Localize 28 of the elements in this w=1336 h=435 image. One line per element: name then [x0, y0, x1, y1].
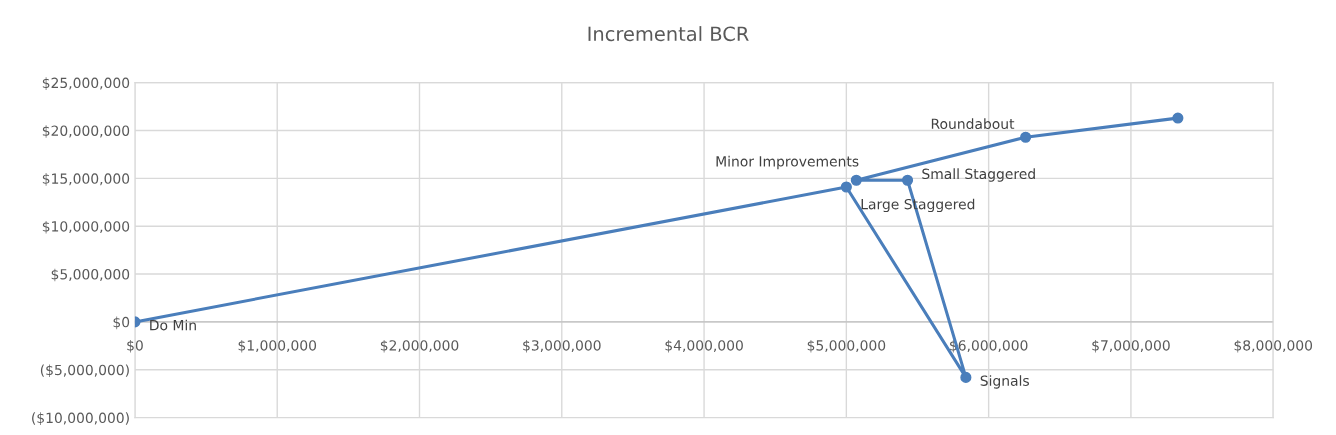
y-tick-label: ($10,000,000)	[32, 412, 129, 425]
x-tick-label: $4,000,000	[665, 339, 743, 353]
y-tick-label: $0	[113, 316, 130, 330]
x-tick-label: $2,000,000	[380, 339, 459, 353]
x-tick-label: $1,000,000	[238, 339, 317, 353]
y-tick-label: ($5,000,000)	[40, 364, 129, 378]
y-tick-label: $5,000,000	[51, 268, 130, 282]
point	[960, 371, 972, 383]
annotation: Signals	[980, 375, 1029, 389]
x-tick-label: $3,000,000	[523, 339, 601, 353]
annotation: Do Min	[150, 319, 196, 331]
annotation: Small Staggered	[922, 168, 1035, 182]
y-tick-label: $15,000,000	[42, 173, 130, 186]
point	[1020, 131, 1032, 143]
point	[1172, 112, 1184, 124]
annotation: Roundabout	[931, 118, 1015, 130]
y-tick-label: $25,000,000	[42, 77, 130, 90]
y-tick-label: $20,000,000	[42, 125, 130, 138]
chart-title: Incremental BCR	[588, 26, 749, 42]
x-tick-label: $8,000,000	[1234, 339, 1313, 353]
x-tick-label: $5,000,000	[807, 339, 886, 353]
x-tick-label: $0	[127, 339, 143, 353]
point	[840, 181, 852, 193]
annotation: Minor Improvements	[716, 155, 859, 170]
y-tick-label: $10,000,000	[42, 220, 130, 234]
point	[850, 174, 862, 186]
point	[901, 174, 914, 186]
x-tick-label: $7,000,000	[1092, 339, 1170, 353]
